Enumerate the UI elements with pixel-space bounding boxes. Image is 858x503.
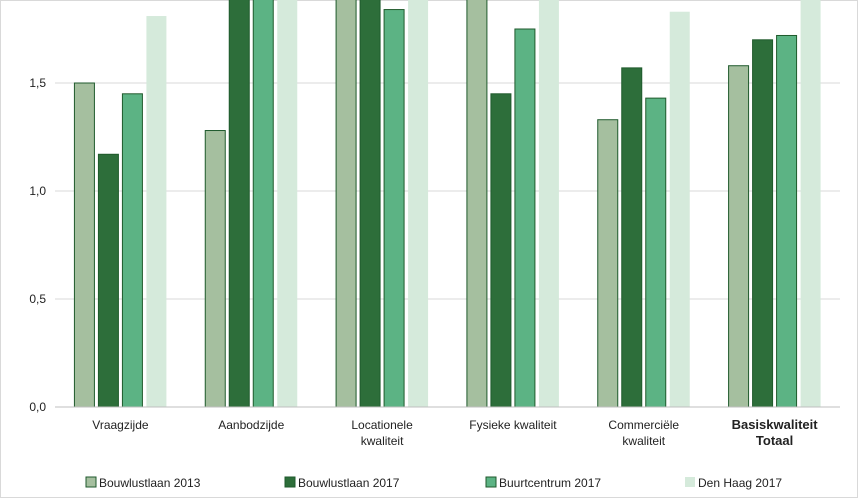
bar-bouwlustlaan-2017-0	[97, 153, 119, 408]
legend-swatch	[85, 476, 97, 488]
x-tick-label: Vraagzijde	[92, 418, 149, 432]
x-axis-labels: Vraagzijde Aanbodzijde Locationele kwalitei…	[92, 417, 818, 448]
bar-buurtcentrum-2017-5	[776, 34, 798, 408]
gridlines	[55, 82, 840, 300]
bar-bouwlustlaan-2017-5	[752, 39, 774, 408]
bar-den-haag-2017-5	[800, 0, 821, 407]
bar-buurtcentrum-2017-3	[514, 28, 536, 408]
y-tick-label: 0,0	[29, 400, 46, 414]
bar-den-haag-2017-0	[146, 16, 167, 407]
bar-buurtcentrum-2017-1	[252, 0, 274, 408]
legend-swatch	[284, 476, 296, 488]
legend: Bouwlustlaan 2013 Bouwlustlaan 2017 Buurtc…	[85, 476, 782, 490]
x-tick-label: Basiskwaliteit	[732, 417, 819, 432]
legend-label: Den Haag 2017	[698, 476, 782, 490]
bar-den-haag-2017-1	[277, 0, 298, 408]
bar-bouwlustlaan-2013-5	[728, 65, 750, 408]
x-tick-label: Commerciële	[608, 418, 679, 432]
x-tick-label: Locationele	[351, 418, 413, 432]
bar-buurtcentrum-2017-2	[383, 9, 405, 408]
bar-bouwlustlaan-2013-0	[73, 82, 95, 408]
bar-bouwlustlaan-2017-3	[490, 93, 512, 408]
legend-label: Bouwlustlaan 2017	[298, 476, 400, 490]
bar-bouwlustlaan-2013-4	[597, 119, 619, 408]
bar-buurtcentrum-2017-0	[121, 93, 143, 408]
legend-swatch	[485, 476, 497, 488]
y-axis-ticks: 0,00,51,01,52,02,53,0	[29, 76, 46, 414]
bar-buurtcentrum-2017-4	[645, 97, 667, 408]
y-tick-label: 0,5	[29, 292, 46, 306]
legend-swatch	[685, 477, 695, 487]
bar-bouwlustlaan-2017-1	[228, 0, 250, 408]
bar-bouwlustlaan-2017-4	[621, 67, 643, 408]
x-tick-label: Aanbodzijde	[218, 418, 284, 432]
bar-den-haag-2017-2	[408, 0, 429, 408]
bar-bouwlustlaan-2013-3	[466, 0, 488, 408]
y-tick-label: 1,5	[29, 76, 46, 90]
bar-bouwlustlaan-2013-1	[204, 130, 226, 408]
legend-label: Bouwlustlaan 2013	[99, 476, 201, 490]
legend-label: Buurtcentrum 2017	[499, 476, 601, 490]
y-tick-label: 1,0	[29, 184, 46, 198]
x-tick-label: kwaliteit	[622, 434, 665, 448]
bars	[73, 0, 821, 408]
bar-den-haag-2017-4	[669, 11, 690, 407]
bar-bouwlustlaan-2017-2	[359, 0, 381, 408]
x-tick-label: kwaliteit	[361, 434, 404, 448]
x-tick-label: Totaal	[756, 433, 793, 448]
x-tick-label: Fysieke kwaliteit	[469, 418, 557, 432]
bar-den-haag-2017-3	[538, 0, 559, 408]
bar-bouwlustlaan-2013-2	[335, 0, 357, 408]
